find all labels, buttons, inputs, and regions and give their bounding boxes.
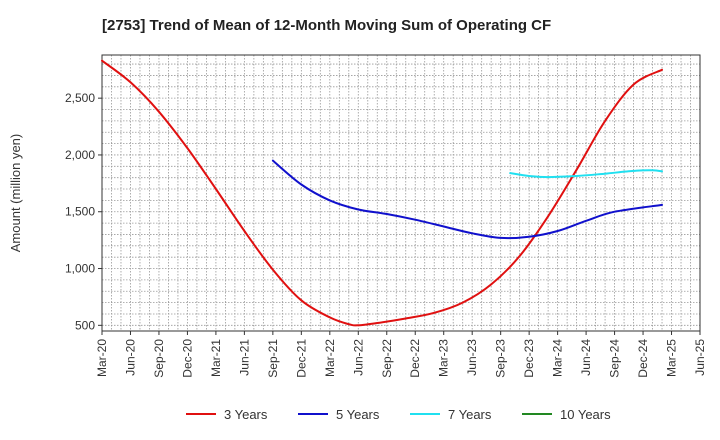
legend-label-3-years: 3 Years (224, 407, 268, 422)
x-tick-label: Sep-24 (608, 339, 622, 378)
legend-label-7-years: 7 Years (448, 407, 492, 422)
x-tick-label: Jun-22 (351, 339, 365, 376)
x-tick-label: Jun-24 (579, 339, 593, 376)
x-tick-label: Dec-22 (408, 339, 422, 378)
series-line-7-years (509, 169, 663, 179)
x-tick-label: Dec-20 (180, 339, 194, 378)
x-tick-label: Sep-22 (380, 339, 394, 378)
x-tick-label: Jun-25 (693, 339, 707, 376)
y-tick-label: 1,000 (65, 262, 95, 276)
x-tick-label: Sep-23 (494, 339, 508, 378)
plot-area (102, 55, 700, 331)
x-tick-label: Mar-20 (95, 339, 109, 377)
x-tick-label: Mar-22 (323, 339, 337, 377)
x-tick-label: Mar-24 (551, 339, 565, 377)
x-tick-label: Mar-23 (437, 339, 451, 377)
x-tick-label: Dec-24 (636, 339, 650, 378)
legend-label-5-years: 5 Years (336, 407, 380, 422)
series-line-5-years (271, 159, 663, 240)
series (101, 59, 663, 327)
legend: 3 Years 5 Years 7 Years 10 Years (186, 407, 611, 422)
x-tick-label: Mar-25 (665, 339, 679, 377)
legend-label-10-years: 10 Years (560, 407, 611, 422)
x-tick-label: Dec-23 (522, 339, 536, 378)
grid (102, 55, 700, 331)
y-tick-label: 2,000 (65, 148, 95, 162)
series-line-3-years (101, 59, 663, 327)
x-tick-label: Sep-21 (266, 339, 280, 378)
x-tick-label: Jun-21 (237, 339, 251, 376)
y-tick-label: 1,500 (65, 205, 95, 219)
plot-border (101, 54, 701, 332)
y-tick-label: 500 (75, 318, 95, 332)
x-tick-label: Jun-23 (465, 339, 479, 376)
y-tick-label: 2,500 (65, 91, 95, 105)
x-tick-label: Mar-21 (209, 339, 223, 377)
x-tick-label: Dec-21 (294, 339, 308, 378)
axes: 500 1,000 1,500 2,000 2,500 Mar-20 Jun-20 Sep-2… (65, 54, 707, 378)
x-tick-label: Sep-20 (152, 339, 166, 378)
y-axis-label: Amount (million yen) (8, 134, 23, 253)
chart-title: [2753] Trend of Mean of 12-Month Moving … (102, 17, 551, 34)
x-tick-label: Jun-20 (123, 339, 137, 376)
